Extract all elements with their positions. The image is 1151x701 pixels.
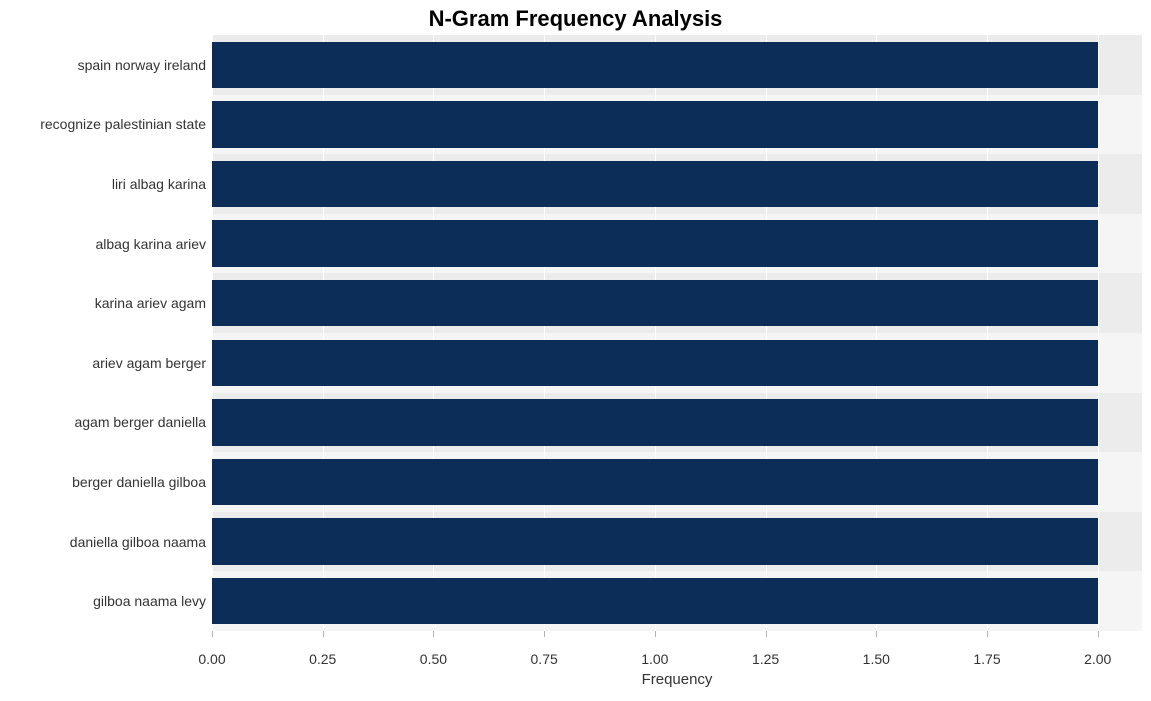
bar (212, 161, 1098, 207)
x-tick-mark (987, 631, 988, 637)
x-tick-label: 0.00 (198, 651, 225, 667)
x-tick-mark (655, 631, 656, 637)
x-tick-mark (544, 631, 545, 637)
bar (212, 220, 1098, 266)
x-tick-label: 1.50 (863, 651, 890, 667)
x-tick-label: 1.75 (973, 651, 1000, 667)
chart-container: N-Gram Frequency Analysis spain norway i… (0, 0, 1151, 701)
x-tick-mark (323, 631, 324, 637)
bar (212, 101, 1098, 147)
x-tick-label: 1.25 (752, 651, 779, 667)
x-tick-label: 0.25 (309, 651, 336, 667)
bar (212, 459, 1098, 505)
y-tick-label: berger daniella gilboa (72, 474, 206, 490)
y-tick-label: liri albag karina (112, 176, 206, 192)
bar (212, 42, 1098, 88)
bar (212, 518, 1098, 564)
y-tick-label: spain norway ireland (78, 57, 206, 73)
chart-title: N-Gram Frequency Analysis (0, 6, 1151, 32)
y-tick-label: ariev agam berger (92, 355, 206, 371)
x-axis-title: Frequency (212, 671, 1142, 688)
x-tick-label: 2.00 (1084, 651, 1111, 667)
y-tick-label: gilboa naama levy (93, 593, 206, 609)
x-tick-mark (766, 631, 767, 637)
x-tick-mark (876, 631, 877, 637)
y-tick-label: recognize palestinian state (40, 116, 206, 132)
y-axis-labels: spain norway ireland recognize palestinia… (0, 35, 212, 631)
y-tick-label: albag karina ariev (95, 236, 206, 252)
x-tick-label: 1.00 (641, 651, 668, 667)
y-tick-label: karina ariev agam (95, 295, 206, 311)
bar (212, 340, 1098, 386)
x-axis: Frequency 0.000.250.500.751.001.251.501.… (212, 631, 1142, 691)
bar (212, 399, 1098, 445)
x-tick-label: 0.75 (531, 651, 558, 667)
plot-area (212, 35, 1142, 631)
x-tick-mark (1098, 631, 1099, 637)
y-tick-label: agam berger daniella (74, 414, 206, 430)
bar (212, 578, 1098, 624)
x-tick-label: 0.50 (420, 651, 447, 667)
bar (212, 280, 1098, 326)
x-tick-mark (433, 631, 434, 637)
x-tick-mark (212, 631, 213, 637)
y-tick-label: daniella gilboa naama (70, 534, 206, 550)
gridline-vertical (1098, 35, 1099, 631)
